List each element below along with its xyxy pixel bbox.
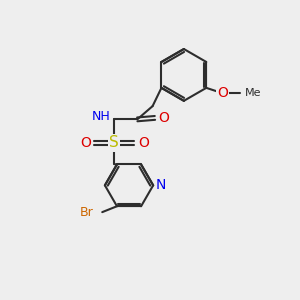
Text: S: S xyxy=(110,135,119,150)
Text: O: O xyxy=(217,86,228,100)
Text: N: N xyxy=(156,178,166,192)
Text: O: O xyxy=(138,136,149,150)
Text: O: O xyxy=(158,111,169,125)
Text: Br: Br xyxy=(80,206,94,219)
Text: O: O xyxy=(80,136,91,150)
Text: Me: Me xyxy=(245,88,261,98)
Text: NH: NH xyxy=(92,110,111,123)
